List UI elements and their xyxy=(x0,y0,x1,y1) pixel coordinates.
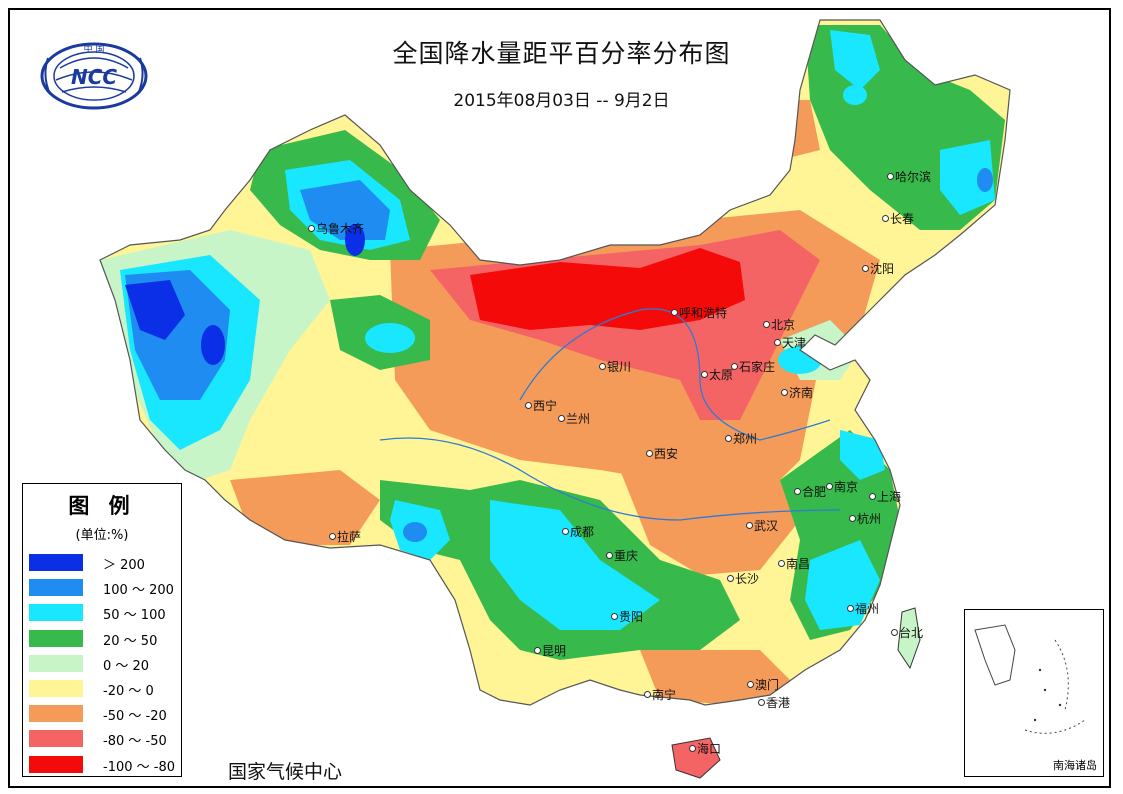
legend-label: 50 ～ 100 xyxy=(103,608,166,624)
city-taipei: 台北 xyxy=(890,626,924,640)
legend: 图 例 (单位:%) ＞ 200 100 ～ 200 50 ～ 100 20 ～ 50… xyxy=(22,483,182,777)
legend-item: ＞ 200 xyxy=(23,551,181,576)
legend-label: 20 ～ 50 xyxy=(103,633,158,649)
city-xining: 西宁 xyxy=(524,399,558,413)
city-chongqing: 重庆 xyxy=(605,549,639,563)
city-chengdu: 成都 xyxy=(561,525,595,539)
map-subtitle: 2015年08月03日 -- 9月2日 xyxy=(453,91,670,111)
city-beijing: 北京 xyxy=(762,318,796,332)
legend-item: -80 ～ -50 xyxy=(23,727,181,752)
city-lhasa: 拉萨 xyxy=(328,530,362,544)
legend-label: -100 ～ -80 xyxy=(103,759,176,775)
city-macau: 澳门 xyxy=(746,678,780,692)
legend-title: 图 例 xyxy=(68,494,136,518)
city-yinchuan: 银川 xyxy=(598,360,632,374)
legend-item: -20 ～ 0 xyxy=(23,677,181,702)
map-frame xyxy=(8,8,1111,788)
city-xian: 西安 xyxy=(645,447,679,461)
city-wuhan: 武汉 xyxy=(745,519,779,533)
inset-map xyxy=(974,624,1086,734)
city-shijiazhuang: 石家庄 xyxy=(730,360,776,374)
legend-unit: (单位:%) xyxy=(75,528,129,543)
legend-swatch xyxy=(29,755,83,773)
legend-label: ＞ 200 xyxy=(103,558,145,573)
inset-label: 南海诸岛 xyxy=(1053,759,1097,772)
legend-label: -80 ～ -50 xyxy=(103,734,167,750)
legend-item: -100 ～ -80 xyxy=(23,753,181,778)
legend-swatch xyxy=(29,554,83,571)
legend-item: -50 ～ -20 xyxy=(23,702,181,727)
logo-top-text: 中 国 xyxy=(84,43,105,55)
city-guiyang: 贵阳 xyxy=(610,610,644,624)
legend-swatch xyxy=(29,629,83,647)
city-kunming: 昆明 xyxy=(533,644,567,658)
city-shenyang: 沈阳 xyxy=(861,262,895,276)
city-fuzhou: 福州 xyxy=(846,602,880,616)
logo-text: NCC xyxy=(71,65,117,89)
city-urumqi: 乌鲁木齐 xyxy=(307,222,365,236)
legend-label: -50 ～ -20 xyxy=(103,709,167,725)
city-nanjing: 南京 xyxy=(825,480,859,494)
city-nanchang: 南昌 xyxy=(777,557,811,571)
city-zhengzhou: 郑州 xyxy=(724,432,758,446)
legend-item: 20 ～ 50 xyxy=(23,627,181,652)
south-china-sea-inset: 南海诸岛 xyxy=(964,609,1104,777)
map-title: 全国降水量距平百分率分布图 xyxy=(392,39,731,68)
city-taiyuan: 太原 xyxy=(700,368,734,382)
legend-item: 50 ～ 100 xyxy=(23,601,181,626)
legend-item: 100 ～ 200 xyxy=(23,576,181,601)
legend-item: 0 ～ 20 xyxy=(23,652,181,677)
ncc-logo: NCC 中 国 xyxy=(40,42,148,110)
city-nanning: 南宁 xyxy=(643,688,677,702)
city-hangzhou: 杭州 xyxy=(848,512,882,526)
city-jinan: 济南 xyxy=(780,386,814,400)
legend-label: 0 ～ 20 xyxy=(103,658,150,674)
city-lanzhou: 兰州 xyxy=(557,412,591,426)
city-haikou: 海口 xyxy=(688,742,722,756)
footer-agency: 国家气候中心 xyxy=(228,761,343,783)
city-harbin: 哈尔滨 xyxy=(886,170,932,184)
city-shanghai: 上海 xyxy=(868,490,902,504)
city-hongkong: 香港 xyxy=(757,696,791,710)
city-hefei: 合肥 xyxy=(793,485,827,499)
legend-swatch xyxy=(29,705,83,723)
legend-swatch xyxy=(29,679,83,697)
city-hohhot: 呼和浩特 xyxy=(670,306,728,320)
legend-swatch xyxy=(29,604,83,622)
legend-swatch xyxy=(29,730,83,748)
legend-swatch xyxy=(29,654,83,672)
legend-swatch xyxy=(29,579,83,597)
legend-label: -20 ～ 0 xyxy=(103,683,154,699)
city-tianjin: 天津 xyxy=(773,336,807,350)
city-changchun: 长春 xyxy=(881,212,915,226)
city-changsha: 长沙 xyxy=(726,572,760,586)
legend-label: 100 ～ 200 xyxy=(103,583,174,599)
